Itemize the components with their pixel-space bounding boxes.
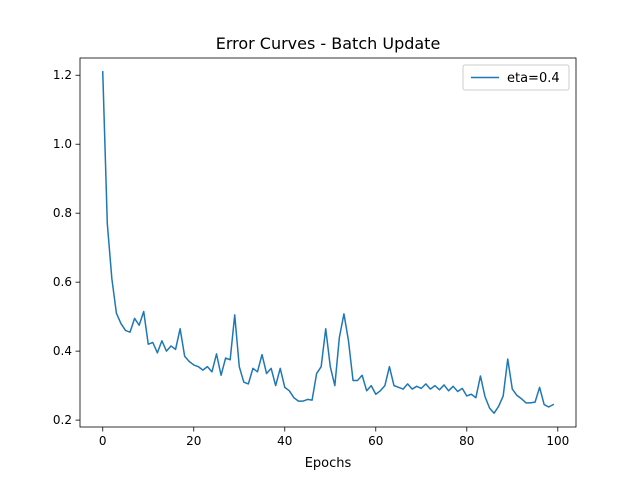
y-tick-label: 0.4 <box>53 344 72 358</box>
x-tick-label: 20 <box>186 434 201 448</box>
x-tick-label: 0 <box>99 434 107 448</box>
x-tick-label: 80 <box>459 434 474 448</box>
chart-title: Error Curves - Batch Update <box>216 34 441 53</box>
y-tick-label: 1.2 <box>53 68 72 82</box>
legend-label: eta=0.4 <box>507 71 560 86</box>
plot-area <box>101 71 555 414</box>
x-tick-label: 40 <box>277 434 292 448</box>
axes-frame <box>79 57 577 428</box>
x-axis-label: Epochs <box>305 456 352 471</box>
series-line-0 <box>101 71 555 414</box>
y-tick-label: 1.0 <box>53 137 72 151</box>
legend-box <box>462 64 570 91</box>
y-tick-label: 0.2 <box>53 413 72 427</box>
x-tick-label: 60 <box>368 434 383 448</box>
legend: eta=0.4 <box>462 64 570 91</box>
y-tick-label: 0.6 <box>53 275 72 289</box>
x-tick-label: 100 <box>546 434 569 448</box>
y-tick-label: 0.8 <box>53 206 72 220</box>
axes: 0 20 40 60 80 100 0.2 0.4 0.6 0.8 1.0 1.2 <box>53 57 577 448</box>
